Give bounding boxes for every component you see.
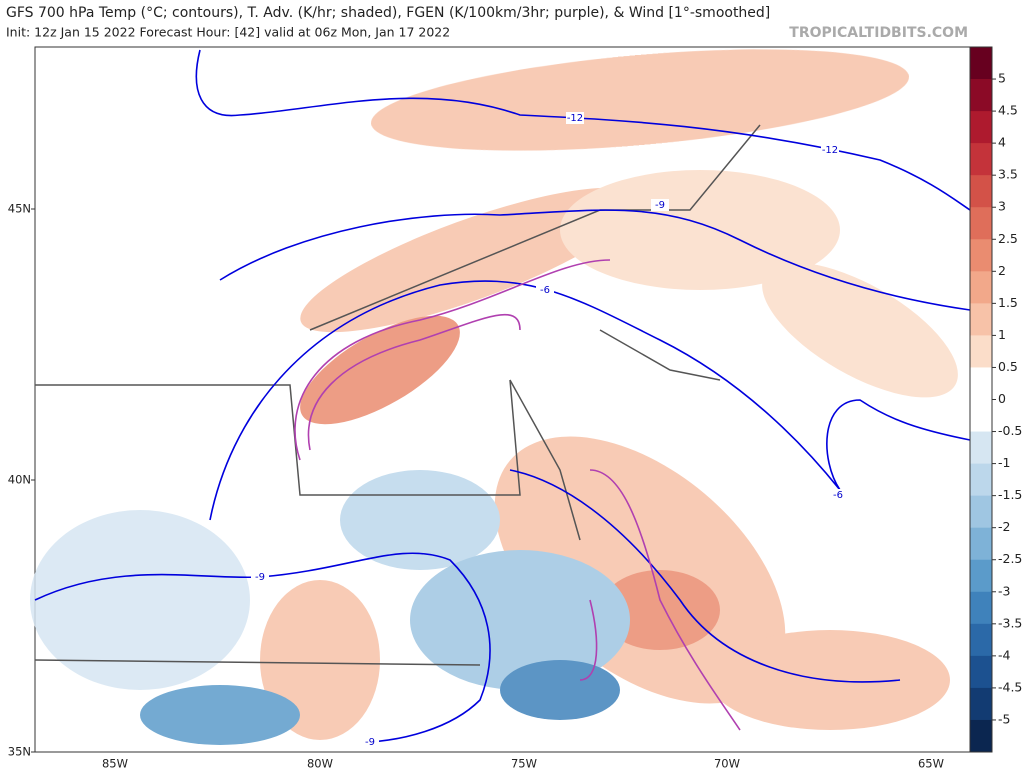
contour-label-bg xyxy=(651,199,669,211)
colorbar-label: -3.5 xyxy=(998,615,1022,630)
contour-label-bg xyxy=(361,736,379,748)
contour-label: -12 xyxy=(822,145,838,156)
map: -12 -12 -9 -9 -9 -6 -6 45N 40N 35N 85W 80W 75W 70W 6… xyxy=(8,46,971,771)
contour-labels: -12 -12 -9 -9 -9 -6 -6 xyxy=(251,112,847,748)
watermark: TROPICALTIDBITS.COM xyxy=(789,25,968,41)
colorbar-label: -4 xyxy=(998,647,1011,662)
colorbar-label: 3 xyxy=(998,199,1006,214)
lon-label: 85W xyxy=(102,757,128,771)
colorbar-label: -4.5 xyxy=(998,679,1022,694)
contour-label-bg xyxy=(566,112,584,124)
subtitle: Init: 12z Jan 15 2022 Forecast Hour: [42… xyxy=(6,25,450,40)
contour-label: -12 xyxy=(567,113,583,124)
colorbar-label: 2 xyxy=(998,263,1006,278)
colorbar-swatch xyxy=(970,79,992,112)
colorbar-swatch xyxy=(970,431,992,465)
colorbar: 5 4.5 4 3.5 3 2.5 2 1.5 1 0.5 0 -0.5 -1 -1.5 -2 -2.5 -3 -… xyxy=(969,46,1022,753)
colorbar-label: 1.5 xyxy=(998,295,1018,310)
colorbar-swatch xyxy=(970,399,992,433)
colorbar-swatch xyxy=(970,335,992,368)
colorbar-label: -2 xyxy=(998,519,1010,534)
lon-label: 70W xyxy=(714,757,740,771)
colorbar-label: 4.5 xyxy=(998,103,1018,118)
colorbar-swatch xyxy=(970,559,992,593)
colorbar-swatch xyxy=(970,495,992,529)
colorbar-label: 1 xyxy=(998,327,1006,342)
colorbar-swatch xyxy=(970,271,992,304)
lat-label: 45N xyxy=(8,202,31,216)
lon-label: 65W xyxy=(918,757,944,771)
colorbar-label: 0 xyxy=(998,391,1006,406)
colorbar-swatch xyxy=(970,303,992,336)
contour-label-bg xyxy=(251,571,269,583)
colorbar-label: 4 xyxy=(998,135,1006,150)
shading xyxy=(30,49,958,745)
colorbar-swatch xyxy=(970,463,992,497)
lon-labels: 85W 80W 75W 70W 65W xyxy=(102,757,944,771)
colorbar-label: 5 xyxy=(998,71,1006,86)
borders xyxy=(34,124,761,666)
colorbar-swatch xyxy=(970,623,992,657)
contour-label-bg xyxy=(829,489,847,501)
contour-label: -6 xyxy=(833,490,843,501)
contour-label: -9 xyxy=(255,572,265,583)
colorbar-label: -1.5 xyxy=(998,487,1022,502)
title: GFS 700 hPa Temp (°C; contours), T. Adv.… xyxy=(6,5,770,21)
lon-label: 80W xyxy=(307,757,333,771)
colorbar-swatch xyxy=(970,367,992,400)
contour-label: -9 xyxy=(365,737,375,748)
colorbar-swatch xyxy=(970,111,992,144)
colorbar-swatch xyxy=(970,143,992,176)
lat-label: 40N xyxy=(8,473,31,487)
colorbar-swatch xyxy=(970,175,992,208)
colorbar-label: -5 xyxy=(998,711,1010,726)
colorbar-swatch xyxy=(970,687,992,721)
colorbar-label: -2.5 xyxy=(998,551,1022,566)
contour-label: -9 xyxy=(655,200,665,211)
colorbar-swatch xyxy=(970,207,992,240)
colorbar-label: 2.5 xyxy=(998,231,1018,246)
lat-label: 35N xyxy=(8,745,31,759)
colorbar-swatch xyxy=(970,239,992,272)
contour-label-bg xyxy=(536,284,554,296)
contour-label: -6 xyxy=(540,285,550,296)
colorbar-swatch xyxy=(970,655,992,689)
temperature-contours xyxy=(34,49,971,743)
colorbar-swatch xyxy=(970,719,992,753)
lat-labels: 45N 40N 35N xyxy=(8,202,35,759)
colorbar-label: 3.5 xyxy=(998,167,1018,182)
colorbar-swatch xyxy=(970,591,992,625)
colorbar-swatch xyxy=(970,527,992,561)
fgen-contours xyxy=(294,259,741,731)
colorbar-label: -1 xyxy=(998,455,1010,470)
colorbar-label: -3 xyxy=(998,583,1010,598)
lon-label: 75W xyxy=(511,757,537,771)
colorbar-label: 0.5 xyxy=(998,359,1018,374)
colorbar-label: -0.5 xyxy=(998,423,1022,438)
contour-label-bg xyxy=(821,144,839,156)
colorbar-swatch xyxy=(970,47,992,80)
